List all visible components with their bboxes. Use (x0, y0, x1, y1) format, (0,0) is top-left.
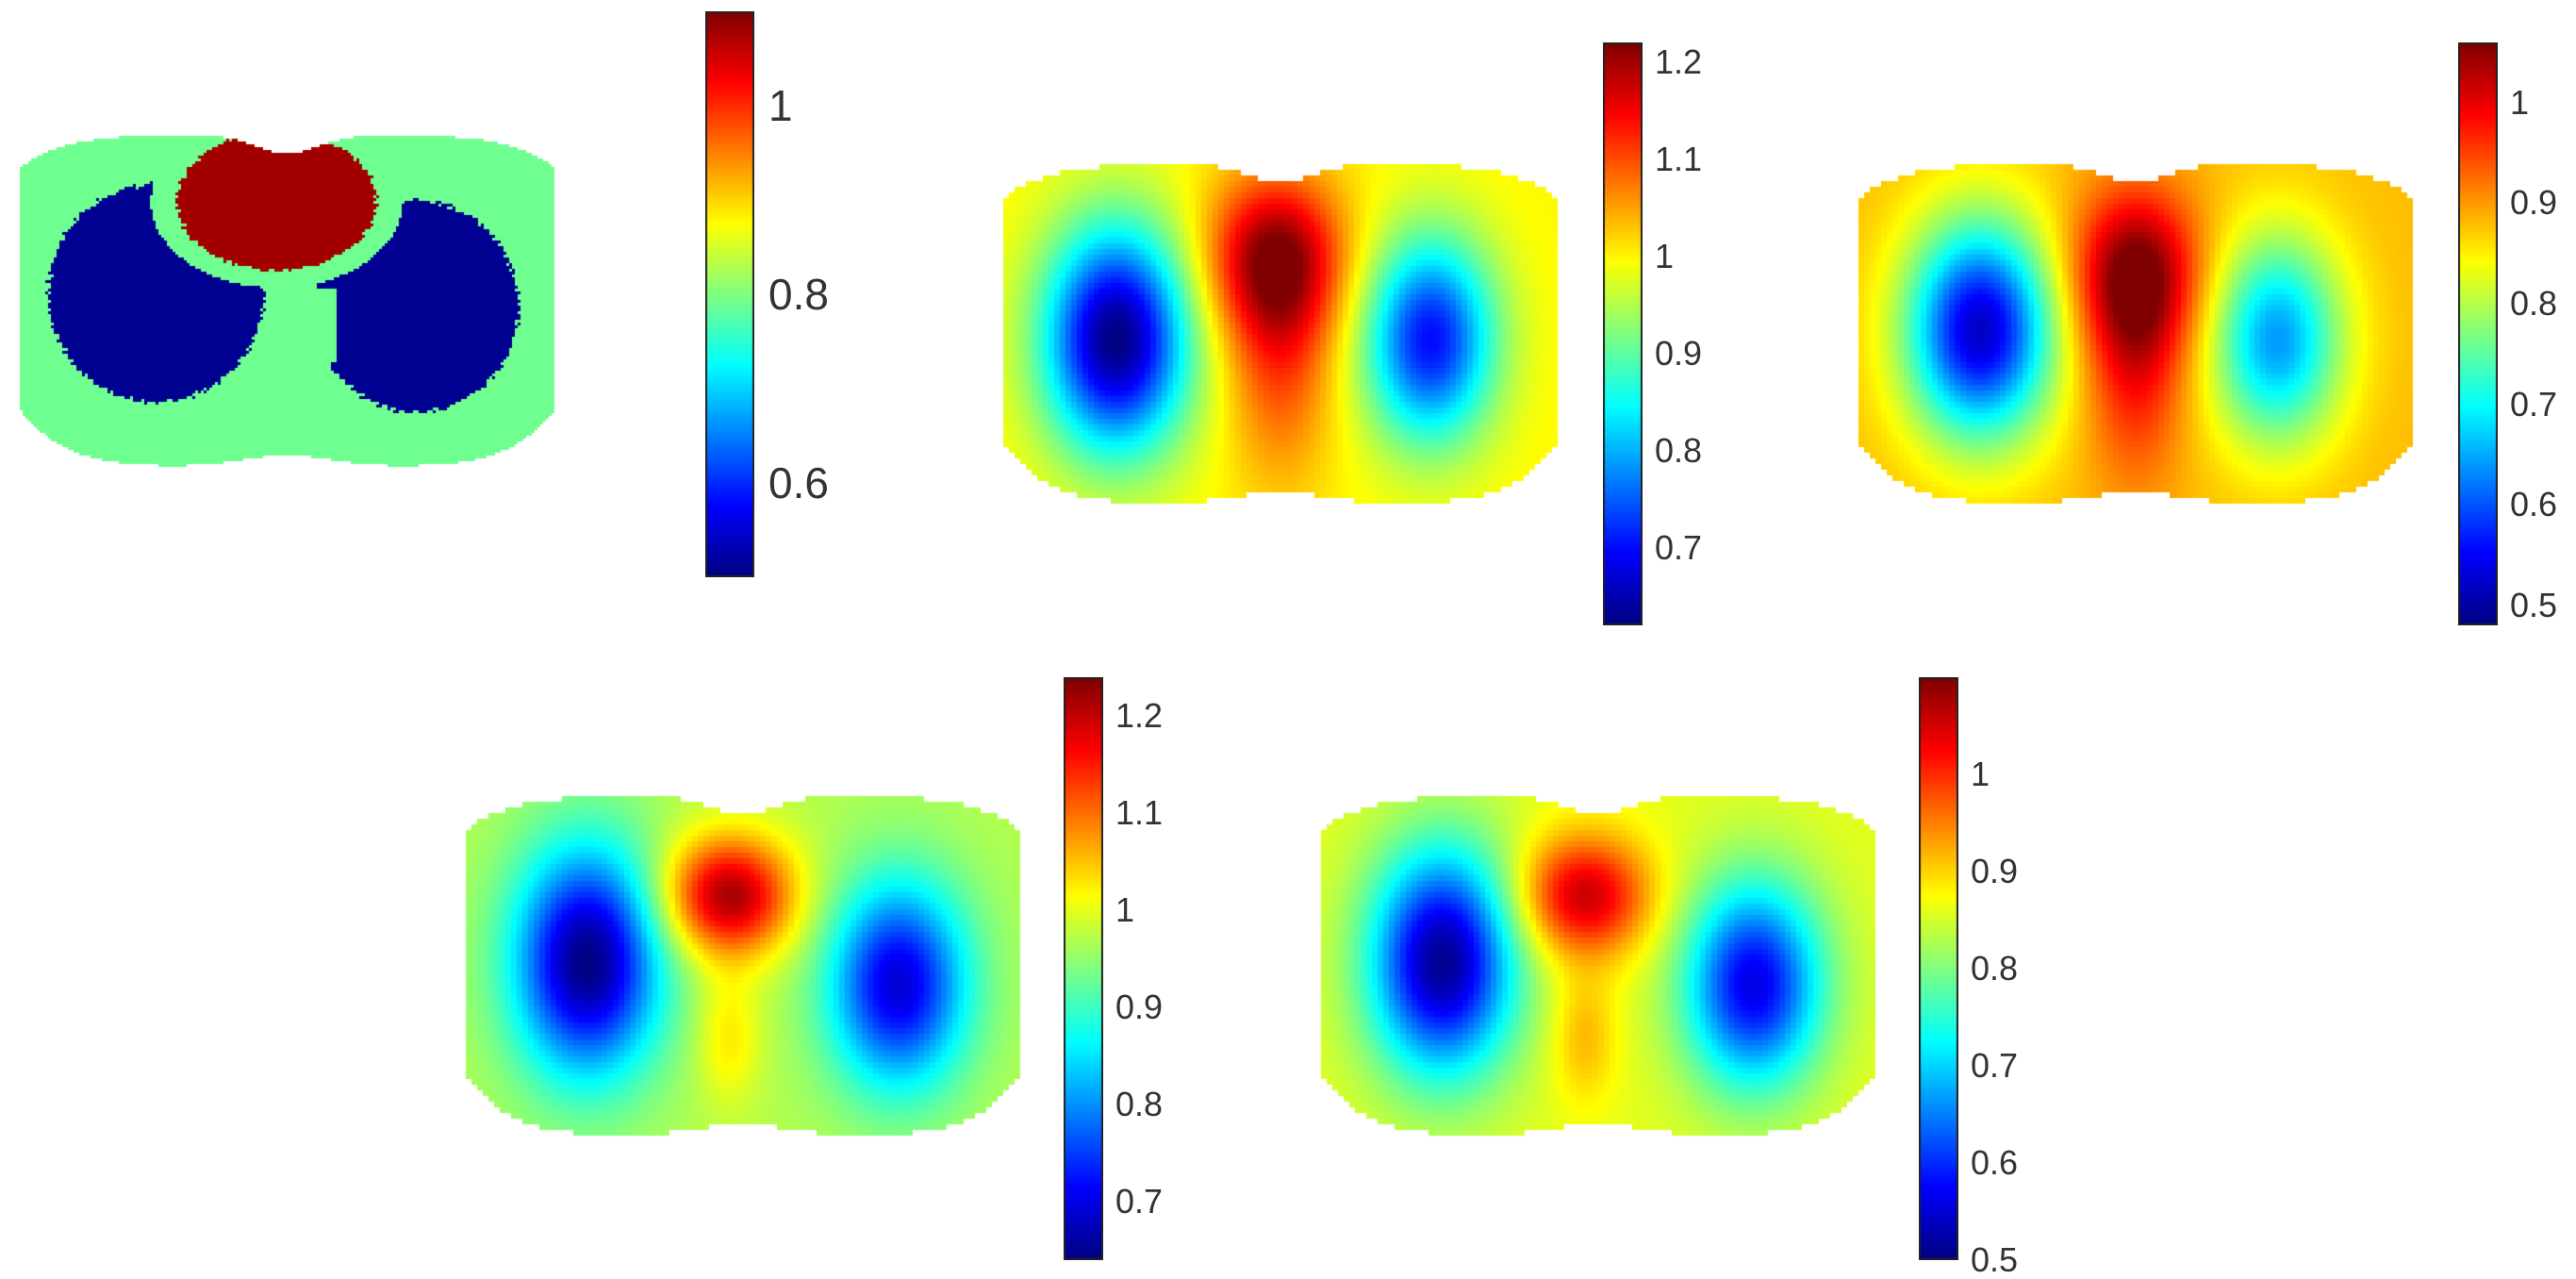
colorbar-tick-label: 0.9 (1655, 333, 1703, 373)
colorbar-tick-label: 0.8 (1655, 430, 1703, 470)
colorbar-tick-label: 0.9 (2510, 183, 2558, 223)
colorbar-ground-truth (705, 11, 754, 577)
colorbar-tick-label: 1 (2510, 82, 2530, 122)
colorbar-tick-label: 0.6 (1971, 1143, 2019, 1182)
colorbar-tick-label: 1.2 (1115, 696, 1164, 736)
colorbar-tick-label: 0.7 (1115, 1182, 1164, 1221)
colorbar-tick-label: 0.5 (1971, 1240, 2019, 1279)
colorbar-tick-label: 0.6 (768, 458, 829, 507)
colorbar-tick-label: 0.9 (1971, 852, 2019, 890)
colorbar-reconstruction-1 (1603, 42, 1643, 625)
heatmap-reconstruction-4 (1315, 773, 1881, 1151)
colorbar-tick-label: 0.7 (1655, 527, 1703, 567)
colorbar-tick-label: 0.8 (1971, 949, 2019, 988)
colorbar-tick-label: 0.8 (768, 270, 829, 319)
colorbar-tick-label: 1 (1971, 755, 1990, 793)
colorbar-tick-label: 1 (1655, 236, 1675, 275)
colorbar-tick-label: 0.6 (2510, 485, 2558, 524)
colorbar-tick-label: 0.9 (1115, 988, 1164, 1027)
colorbar-reconstruction-2 (2458, 42, 2498, 625)
colorbar-tick-label: 0.7 (2510, 384, 2558, 424)
colorbar-tick-label: 1 (1115, 890, 1135, 930)
colorbar-tick-label: 1.1 (1655, 139, 1703, 178)
heatmap-reconstruction-1 (998, 141, 1563, 519)
heatmap-reconstruction-2 (1853, 141, 2419, 519)
heatmap-reconstruction-3 (460, 773, 1026, 1151)
colorbar-tick-label: 0.8 (2510, 284, 2558, 324)
colorbar-tick-label: 0.5 (2510, 585, 2558, 624)
heatmap-ground-truth (14, 113, 561, 481)
colorbar-tick-label: 1 (768, 81, 793, 130)
colorbar-reconstruction-4 (1919, 677, 1958, 1260)
colorbar-reconstruction-3 (1064, 677, 1103, 1260)
colorbar-tick-label: 1.2 (1655, 42, 1703, 81)
colorbar-tick-label: 0.7 (1971, 1046, 2019, 1085)
colorbar-tick-label: 1.1 (1115, 793, 1164, 833)
colorbar-tick-label: 0.8 (1115, 1085, 1164, 1124)
